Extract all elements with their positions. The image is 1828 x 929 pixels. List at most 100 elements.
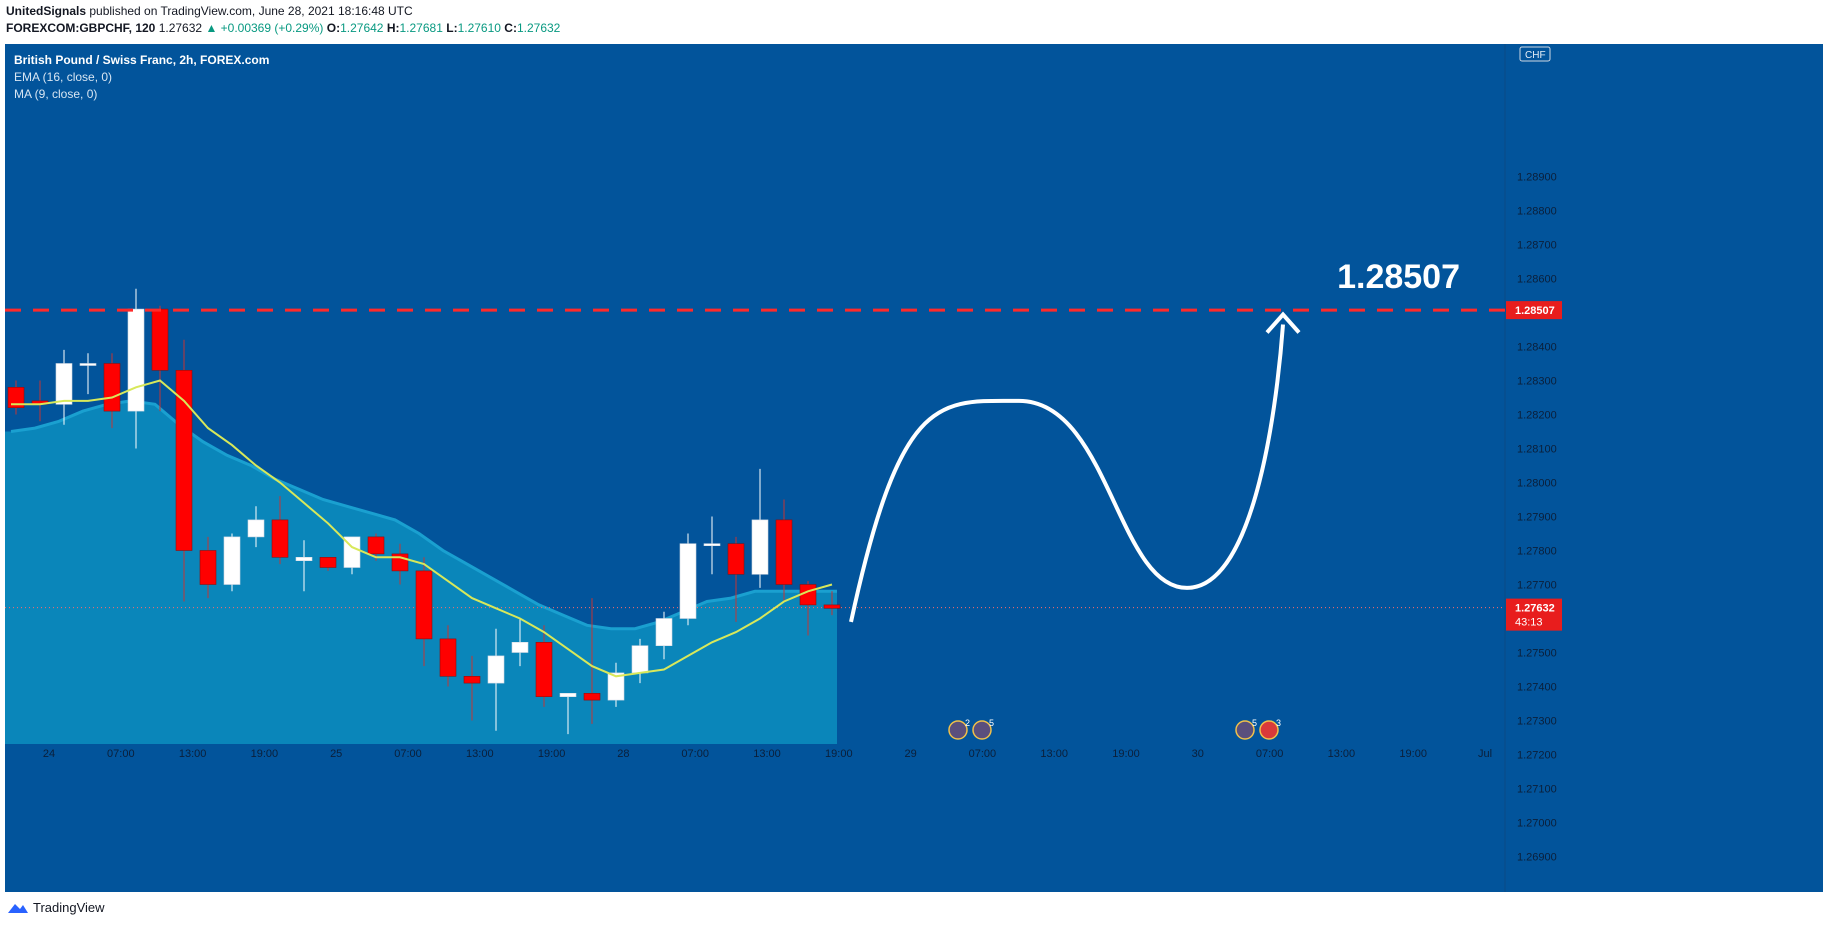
footer-brand[interactable]: TradingView: [33, 900, 105, 915]
y-tick-label: 1.27200: [1517, 750, 1557, 762]
ohlc-line: FOREXCOM:GBPCHF, 120 1.27632 ▲ +0.00369 …: [6, 21, 560, 35]
ma-line: [11, 379, 833, 678]
x-tick-label: 07:00: [107, 748, 135, 760]
candle: [655, 611, 673, 660]
x-tick-label: 19:00: [825, 748, 853, 760]
candle-body: [511, 641, 529, 653]
candle-body: [367, 536, 385, 555]
price-chart[interactable]: 1.28507 1.26900 1.27000 1.27100 1.27200 1.273…: [5, 44, 1823, 892]
candle: [607, 662, 625, 707]
candle: [175, 339, 193, 602]
chart-pane[interactable]: 1.28507 1.26900 1.27000 1.27100 1.27200 1.273…: [5, 44, 1823, 892]
x-tick-label: 19:00: [251, 748, 279, 760]
event-icon: 2: [948, 718, 970, 740]
y-tick-label: 1.28600: [1517, 274, 1557, 286]
candle-body: [415, 570, 433, 640]
author-name[interactable]: UnitedSignals: [6, 4, 87, 18]
y-tick-label: 1.27700: [1517, 580, 1557, 592]
candle: [463, 655, 481, 721]
y-tick-label: 1.27100: [1517, 784, 1557, 796]
candle-body: [559, 692, 577, 697]
event-icon: 5: [972, 718, 994, 740]
candle-body: [55, 363, 73, 405]
x-tick-label: 13:00: [1328, 748, 1356, 760]
candle: [151, 305, 169, 412]
candle: [199, 536, 217, 599]
event-icon: 5: [1235, 718, 1257, 740]
countdown-text: 43:13: [1515, 617, 1543, 629]
legend-ma[interactable]: MA (9, close, 0): [14, 87, 98, 101]
candle: [703, 516, 721, 575]
candle-body: [271, 519, 289, 558]
currency-badge-text: CHF: [1525, 50, 1546, 61]
candle: [559, 692, 577, 735]
candle-body: [679, 543, 697, 619]
event-flag-icon: [948, 720, 968, 740]
x-tick-label: 25: [330, 748, 342, 760]
target-level-label: 1.28507: [1337, 258, 1460, 296]
x-tick-label: 13:00: [1040, 748, 1068, 760]
candle-body: [79, 363, 97, 366]
y-tick-label: 1.28400: [1517, 342, 1557, 354]
publish-info: UnitedSignals published on TradingView.c…: [6, 4, 413, 18]
x-tick-label: 19:00: [1399, 748, 1427, 760]
x-tick-label: Jul: [1478, 748, 1492, 760]
candle-body: [439, 638, 457, 677]
last-price: 1.27632: [158, 21, 203, 35]
legend-symbol[interactable]: British Pound / Swiss Franc, 2h, FOREX.c…: [14, 53, 270, 67]
event-count: 5: [1252, 718, 1257, 728]
x-tick-label: 28: [617, 748, 629, 760]
event-count: 3: [1276, 718, 1281, 728]
candle-body: [727, 543, 745, 575]
candle: [295, 540, 313, 592]
legend-ema[interactable]: EMA (16, close, 0): [14, 70, 113, 84]
event-flag-icon: [1259, 720, 1279, 740]
candle: [679, 533, 697, 626]
candle: [319, 556, 337, 571]
x-tick-label: 13:00: [466, 748, 494, 760]
candle-body: [151, 308, 169, 371]
event-count: 5: [989, 718, 994, 728]
candle-body: [607, 672, 625, 701]
open-value: 1.27642: [340, 21, 384, 35]
high-label: H:: [386, 21, 400, 35]
x-tick-label: 07:00: [969, 748, 997, 760]
currency-badge-border: [1519, 46, 1551, 62]
candle: [823, 591, 841, 616]
candle: [7, 380, 25, 415]
y-tick-label: 1.27000: [1517, 818, 1557, 830]
candle-body: [823, 604, 841, 609]
open-label: O:: [326, 21, 341, 35]
candle-body: [535, 641, 553, 697]
candle: [223, 533, 241, 592]
tradingview-logo-icon: [8, 903, 28, 913]
arrow-head-icon: [1265, 311, 1301, 334]
event-count: 2: [965, 718, 970, 728]
projection-curve: [849, 324, 1285, 623]
candle-body: [631, 645, 649, 674]
candle: [775, 499, 793, 602]
footer: TradingView: [7, 900, 105, 915]
candle-body: [103, 363, 121, 412]
y-tick-label: 1.28100: [1517, 444, 1557, 456]
candle: [415, 557, 433, 667]
candle: [439, 625, 457, 687]
y-tick-label: 1.28000: [1517, 478, 1557, 490]
candle-body: [775, 519, 793, 585]
event-flag-icon: [1235, 720, 1255, 740]
event-icon: 3: [1259, 718, 1281, 740]
x-tick-label: 07:00: [394, 748, 422, 760]
y-tick-label: 1.27900: [1517, 512, 1557, 524]
chart-legend: British Pound / Swiss Franc, 2h, FOREX.c…: [14, 52, 269, 103]
candle: [511, 618, 529, 667]
candle: [247, 506, 265, 548]
candle: [31, 380, 49, 422]
target-price-badge: 1.28507: [1506, 301, 1562, 320]
x-tick-label: 07:00: [1256, 748, 1284, 760]
candle-body: [583, 692, 601, 701]
y-tick-label: 1.27800: [1517, 546, 1557, 558]
low-label: L:: [446, 21, 458, 35]
candle-body: [7, 386, 25, 408]
current-price-badge: 1.27632 43:13: [1506, 598, 1562, 631]
current-price-badge-bg: [1506, 598, 1562, 631]
